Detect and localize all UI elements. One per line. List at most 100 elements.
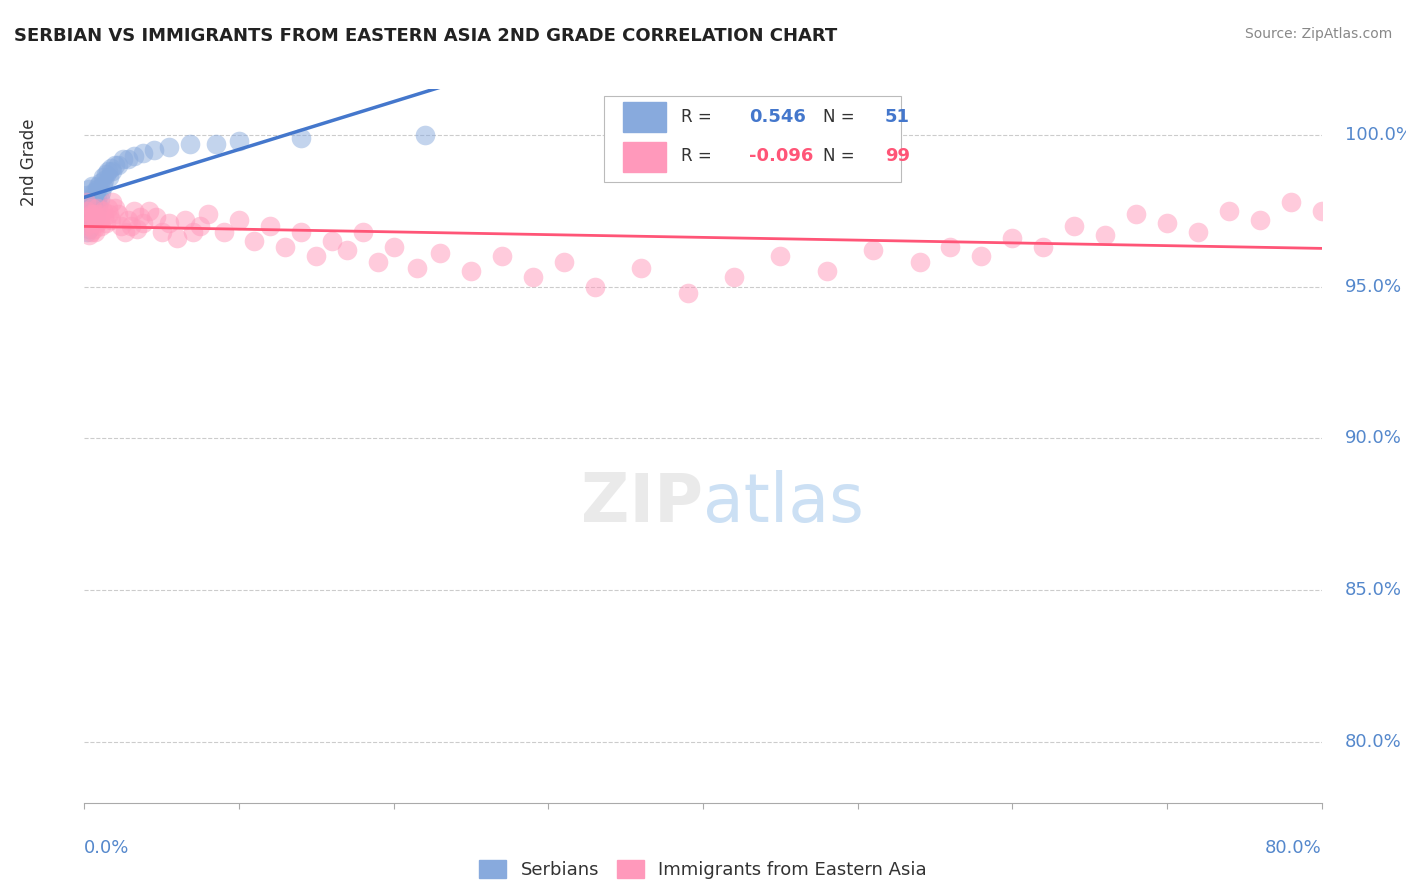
Point [107,158,129,172]
Text: -0.096: -0.096 [749,147,813,165]
Point [83,186,105,200]
Point [259,219,281,233]
Point [82,179,104,194]
Point [129,210,152,224]
Point [125,222,148,236]
Point [77,182,100,196]
Point [1001,231,1024,245]
Point [77,212,100,227]
Point [1279,194,1302,209]
Point [970,249,993,263]
Point [98,170,121,185]
Point [145,210,167,224]
Point [117,152,139,166]
Point [132,216,155,230]
Point [166,231,188,245]
Point [75,194,97,209]
Point [197,207,219,221]
Point [77,227,100,242]
Point [87,207,110,221]
Bar [623,142,666,171]
Point [138,203,160,218]
Point [83,222,105,236]
Point [86,201,108,215]
Point [522,270,544,285]
Point [82,194,104,209]
Text: SERBIAN VS IMMIGRANTS FROM EASTERN ASIA 2ND GRADE CORRELATION CHART: SERBIAN VS IMMIGRANTS FROM EASTERN ASIA … [14,27,838,45]
Point [179,136,201,151]
Text: 90.0%: 90.0% [1344,429,1402,448]
Point [90,219,112,233]
Point [84,194,107,209]
Text: 0.546: 0.546 [749,108,806,126]
Text: 100.0%: 100.0% [1344,126,1406,144]
Point [159,140,180,154]
Point [1125,207,1147,221]
Point [939,240,962,254]
Point [159,216,180,230]
Point [228,134,250,148]
Point [382,240,405,254]
Point [82,212,104,227]
Point [1249,212,1271,227]
Point [110,219,132,233]
Point [84,210,107,224]
Point [93,173,115,187]
Point [174,212,197,227]
Point [91,170,114,185]
Point [205,136,228,151]
Point [429,246,451,260]
Point [93,210,115,224]
Point [305,249,328,263]
Point [91,179,114,194]
Point [274,240,297,254]
Point [676,285,699,300]
Text: Source: ZipAtlas.com: Source: ZipAtlas.com [1244,27,1392,41]
Text: 51: 51 [884,108,910,126]
Text: 99: 99 [884,147,910,165]
Point [100,212,122,227]
Point [107,207,129,221]
Point [96,201,118,215]
Point [84,188,107,202]
Point [87,197,110,211]
Point [83,201,105,215]
Point [132,145,155,160]
Point [212,225,235,239]
Point [100,161,122,176]
Point [553,255,575,269]
Bar [623,103,666,132]
Point [82,201,104,215]
Text: 2nd Grade: 2nd Grade [20,119,38,206]
Point [77,222,100,236]
Point [83,207,105,221]
Point [1094,227,1116,242]
Point [367,255,389,269]
Text: ZIP: ZIP [581,470,703,536]
Point [77,201,100,215]
Point [188,219,211,233]
Point [84,210,107,224]
Text: 95.0%: 95.0% [1344,277,1402,295]
Point [87,179,110,194]
Point [79,225,101,239]
Point [79,203,101,218]
Point [76,219,98,233]
Point [79,207,101,221]
Text: 80.0%: 80.0% [1265,839,1322,857]
Point [290,130,312,145]
Point [76,225,98,239]
Point [112,152,135,166]
Point [89,212,111,227]
Point [76,203,98,218]
Point [94,216,117,230]
Point [75,212,97,227]
Point [104,158,127,172]
Point [96,164,118,178]
Point [86,216,108,230]
Point [321,234,343,248]
Point [1218,203,1240,218]
Point [908,255,931,269]
Text: atlas: atlas [703,470,863,536]
Point [82,216,104,230]
